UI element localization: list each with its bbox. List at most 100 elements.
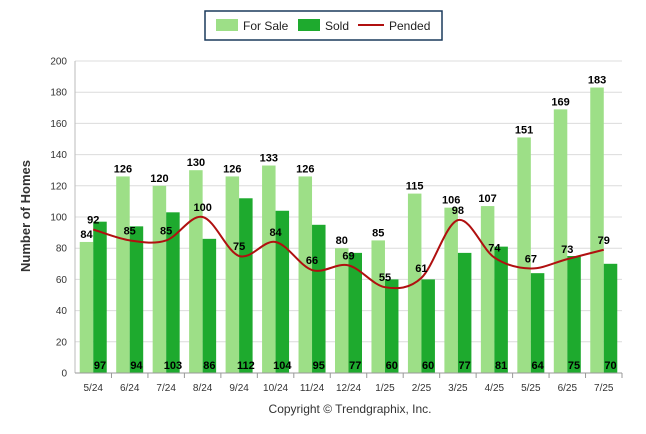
bar-sold xyxy=(202,238,217,373)
axes: 0 20 40 60 80 100 120 140 160 180 200 5/24 6/24 7/24 8… xyxy=(50,57,623,394)
y-tick-label: 0 xyxy=(61,369,67,380)
data-label-sold: 75 xyxy=(568,360,580,372)
data-label-for-sale: 169 xyxy=(551,96,569,108)
bar-sold xyxy=(239,198,253,373)
data-label-for-sale: 126 xyxy=(296,163,314,175)
data-label-for-sale: 80 xyxy=(336,235,348,247)
y-tick-label: 120 xyxy=(50,181,67,192)
y-tick-label: 180 xyxy=(50,88,67,99)
data-label-for-sale: 130 xyxy=(187,157,205,169)
data-label-pended: 74 xyxy=(488,243,501,255)
y-tick-label: 100 xyxy=(50,213,67,224)
bar-sold xyxy=(603,263,618,373)
pended-line xyxy=(92,215,605,290)
data-label-pended: 75 xyxy=(233,241,245,253)
bar-for-sale xyxy=(517,137,531,373)
data-label-sold: 112 xyxy=(237,360,255,372)
bar-sold xyxy=(275,210,290,373)
bar-for-sale xyxy=(79,241,94,373)
legend-swatch-sold xyxy=(298,19,320,31)
data-label-sold: 103 xyxy=(164,360,182,372)
data-label-for-sale: 126 xyxy=(114,163,132,175)
x-tick-label: 2/25 xyxy=(412,383,432,394)
bars xyxy=(79,87,618,374)
bar-sold xyxy=(457,252,472,373)
y-tick-label: 200 xyxy=(50,57,67,68)
x-tick-label: 10/24 xyxy=(263,383,288,394)
bar-for-sale xyxy=(262,165,276,373)
x-tick-label: 5/24 xyxy=(83,383,103,394)
data-label-for-sale: 84 xyxy=(80,229,93,241)
pended-series-line xyxy=(92,215,605,290)
data-label-sold: 81 xyxy=(495,360,507,372)
data-label-pended: 92 xyxy=(87,214,99,226)
bar-sold xyxy=(384,279,399,373)
x-tick-label: 7/24 xyxy=(156,383,176,394)
bar-for-sale xyxy=(225,176,240,373)
x-tick-label: 6/25 xyxy=(558,383,578,394)
data-label-pended: 100 xyxy=(193,202,211,214)
bar-for-sale xyxy=(298,176,313,373)
x-tick-label: 6/24 xyxy=(120,383,140,394)
bar-for-sale xyxy=(480,206,495,373)
data-label-sold: 77 xyxy=(459,360,471,372)
bar-sold xyxy=(166,212,180,373)
x-tick-label: 11/24 xyxy=(300,383,325,394)
bar-for-sale xyxy=(152,185,167,373)
legend-box xyxy=(204,10,443,41)
x-tick-label: 12/24 xyxy=(336,383,361,394)
data-label-for-sale: 133 xyxy=(260,153,278,165)
data-label-sold: 86 xyxy=(203,360,215,372)
y-tick-label: 40 xyxy=(56,306,68,317)
bar-sold xyxy=(567,256,581,373)
data-label-for-sale: 183 xyxy=(588,75,606,87)
legend-swatch-for-sale xyxy=(216,19,238,31)
data-label-sold: 97 xyxy=(94,360,106,372)
bar-sold xyxy=(93,221,107,373)
bar-for-sale xyxy=(444,207,458,373)
data-label-pended: 55 xyxy=(379,272,391,284)
x-tick-label: 3/25 xyxy=(448,383,468,394)
bar-sold xyxy=(312,224,326,373)
data-label-pended: 61 xyxy=(415,263,427,275)
data-label-pended: 98 xyxy=(452,205,464,217)
x-tick-label: 8/24 xyxy=(193,383,213,394)
data-label-pended: 67 xyxy=(525,253,537,265)
legend-label-pended: Pended xyxy=(389,19,430,33)
bar-sold xyxy=(129,226,144,373)
data-label-sold: 104 xyxy=(273,360,292,372)
data-label-sold: 77 xyxy=(349,360,361,372)
y-tick-label: 140 xyxy=(50,150,67,161)
bar-for-sale xyxy=(590,87,604,374)
data-label-pended: 73 xyxy=(561,244,573,256)
bar-sold xyxy=(494,246,508,373)
data-label-sold: 94 xyxy=(130,360,143,372)
bar-for-sale xyxy=(371,240,385,373)
data-label-for-sale: 85 xyxy=(372,227,384,239)
bar-for-sale xyxy=(335,248,349,373)
bar-for-sale xyxy=(189,170,203,373)
x-tick-label: 9/24 xyxy=(229,383,249,394)
x-tick-label: 5/25 xyxy=(521,383,541,394)
data-label-sold: 70 xyxy=(604,360,616,372)
data-label-sold: 60 xyxy=(422,360,434,372)
y-axis-label: Number of Homes xyxy=(18,160,33,272)
data-label-for-sale: 107 xyxy=(478,193,496,205)
data-label-sold: 60 xyxy=(386,360,398,372)
x-tick-label: 4/25 xyxy=(485,383,505,394)
copyright-footer: Copyright © Trendgraphix, Inc. xyxy=(269,402,432,416)
data-label-for-sale: 126 xyxy=(223,163,241,175)
data-label-for-sale: 106 xyxy=(442,195,460,207)
data-label-pended: 79 xyxy=(598,235,610,247)
x-tick-label: 1/25 xyxy=(375,383,395,394)
data-label-for-sale: 115 xyxy=(406,181,424,193)
data-label-pended: 85 xyxy=(160,225,172,237)
legend-label-for-sale: For Sale xyxy=(243,19,289,33)
data-label-pended: 85 xyxy=(124,225,136,237)
bar-sold xyxy=(530,273,545,373)
data-label-sold: 64 xyxy=(531,360,544,372)
bar-for-sale xyxy=(116,176,130,373)
data-label-for-sale: 151 xyxy=(515,124,533,136)
bar-sold xyxy=(421,279,435,373)
